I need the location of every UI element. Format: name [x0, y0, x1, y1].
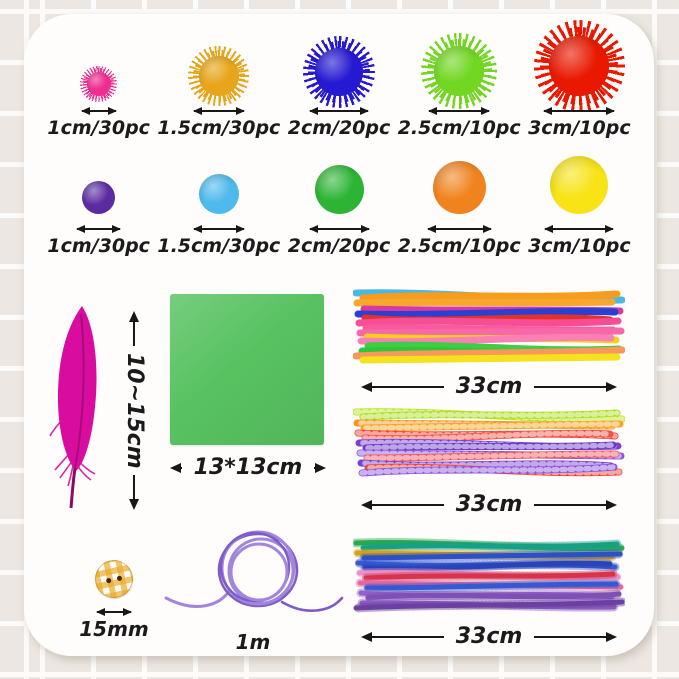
width-arrow — [192, 106, 245, 115]
paper-size-dimension: 13*13cm — [170, 455, 326, 480]
glitter-pom-pom — [80, 65, 117, 103]
size-count-label: 3cm/10pc — [528, 117, 631, 139]
pom-pom-item: 1cm/30pc — [40, 26, 157, 140]
arrow-left — [361, 500, 444, 511]
pom-pom-item: 3cm/10pc — [521, 20, 638, 140]
pipe-cleaner-bundle-tinsel: 33cm — [353, 531, 625, 649]
size-count-label: 3cm/10pc — [528, 235, 631, 257]
glitter-pom-pom-row: 1cm/30pc 1.5cm/30pc 2cm/20pc — [40, 20, 638, 140]
plain-pom-pom — [82, 181, 116, 214]
width-arrow — [428, 106, 491, 115]
arrow-right — [534, 632, 617, 643]
pom-pom-core — [198, 56, 239, 96]
button-hole — [105, 577, 112, 584]
pom-pom-item: 2.5cm/10pc — [398, 152, 521, 258]
pom-pom-photo-zone — [533, 20, 625, 112]
pom-pom-core — [549, 36, 610, 96]
feather-figure: 10~15cm — [42, 300, 148, 514]
arrow-up — [129, 311, 140, 346]
dimension-label: 13*13cm — [193, 455, 303, 480]
pom-pom-photo-zone — [82, 152, 116, 214]
dimension-label: 15mm — [79, 617, 149, 641]
pipe-cleaner-bundle-image — [353, 537, 625, 613]
paper-square — [170, 294, 324, 445]
button-figure: 15mm — [66, 556, 162, 641]
width-arrow — [426, 224, 492, 233]
pom-pom-item: 1.5cm/30pc — [157, 26, 280, 140]
pom-pom-item: 1cm/30pc — [40, 152, 157, 258]
arrow-right — [534, 500, 617, 511]
pom-pom-photo-zone — [550, 152, 609, 214]
pom-pom-core — [434, 46, 485, 96]
width-arrow — [76, 224, 122, 233]
feather-image — [49, 306, 97, 509]
size-count-label: 2cm/20pc — [287, 235, 391, 257]
arrow-left — [361, 382, 444, 393]
arrow-down — [129, 475, 140, 510]
pom-pom-photo-zone — [80, 26, 117, 103]
pom-pom-photo-zone — [198, 152, 239, 214]
glitter-pom-pom — [188, 45, 250, 107]
arrow-left — [361, 632, 444, 643]
width-arrow — [80, 106, 117, 115]
arrow-right — [314, 463, 326, 474]
width-arrow — [309, 106, 369, 115]
feather-length-dimension: 10~15cm — [122, 311, 148, 510]
cord-figure: 1m — [158, 518, 348, 654]
pipe-cleaner-bundle-image — [353, 289, 625, 364]
glitter-pom-pom — [533, 20, 625, 112]
product-card: 1cm/30pc 1.5cm/30pc 2cm/20pc — [24, 14, 654, 656]
size-count-label: 1cm/30pc — [47, 117, 150, 139]
dimension-label: 1m — [235, 630, 271, 654]
arrow-right — [534, 382, 617, 393]
width-arrow — [544, 224, 615, 233]
pipe-cleaner-bundle-image — [353, 408, 625, 477]
size-count-label: 2.5cm/10pc — [397, 117, 521, 139]
pom-pom-core — [315, 48, 363, 96]
size-count-label: 2cm/20pc — [287, 117, 391, 139]
pom-pom-item: 2cm/20pc — [280, 26, 397, 140]
dimension-label: 33cm — [455, 492, 523, 517]
gingham-button-image — [91, 556, 137, 602]
plain-pom-pom — [550, 156, 609, 214]
width-arrow — [308, 224, 370, 233]
plain-pom-pom — [432, 161, 486, 214]
pom-pom-item: 1.5cm/30pc — [157, 152, 280, 258]
pipe-cleaner-length-dimension: 33cm — [361, 374, 617, 399]
dimension-label: 33cm — [455, 374, 523, 399]
dimension-label: 10~15cm — [122, 352, 148, 469]
size-count-label: 1cm/30pc — [47, 235, 150, 257]
pom-pom-item: 2.5cm/10pc — [398, 26, 521, 140]
size-count-label: 2.5cm/10pc — [397, 235, 521, 257]
pom-pom-core — [86, 72, 111, 96]
pom-pom-photo-zone — [314, 152, 364, 214]
pom-pom-item: 3cm/10pc — [521, 152, 638, 258]
button-hole — [116, 575, 123, 582]
pom-pom-photo-zone — [302, 26, 376, 109]
cord-image — [164, 530, 344, 613]
plain-pom-pom — [314, 165, 364, 214]
pom-pom-photo-zone — [188, 26, 250, 107]
pipe-cleaner-bundle-smooth: 33cm — [353, 281, 625, 399]
pipe-cleaner-length-dimension: 33cm — [361, 624, 617, 649]
width-arrow — [96, 607, 132, 616]
glitter-pom-pom — [421, 33, 498, 109]
pom-pom-item: 2cm/20pc — [280, 152, 397, 258]
pom-pom-photo-zone — [432, 152, 486, 214]
pom-pom-photo-zone — [421, 26, 498, 109]
width-arrow — [543, 106, 616, 115]
size-count-label: 1.5cm/30pc — [157, 117, 281, 139]
pipe-cleaner-length-dimension: 33cm — [361, 492, 617, 517]
size-count-label: 1.5cm/30pc — [157, 235, 281, 257]
arrow-left — [170, 463, 182, 474]
dimension-label: 33cm — [455, 624, 523, 649]
plain-pom-pom-row: 1cm/30pc 1.5cm/30pc 2cm/20pc — [40, 152, 638, 258]
plain-pom-pom — [198, 174, 239, 214]
width-arrow — [192, 224, 245, 233]
glitter-pom-pom — [302, 35, 376, 109]
pipe-cleaner-bundle-striped: 33cm — [353, 399, 625, 517]
